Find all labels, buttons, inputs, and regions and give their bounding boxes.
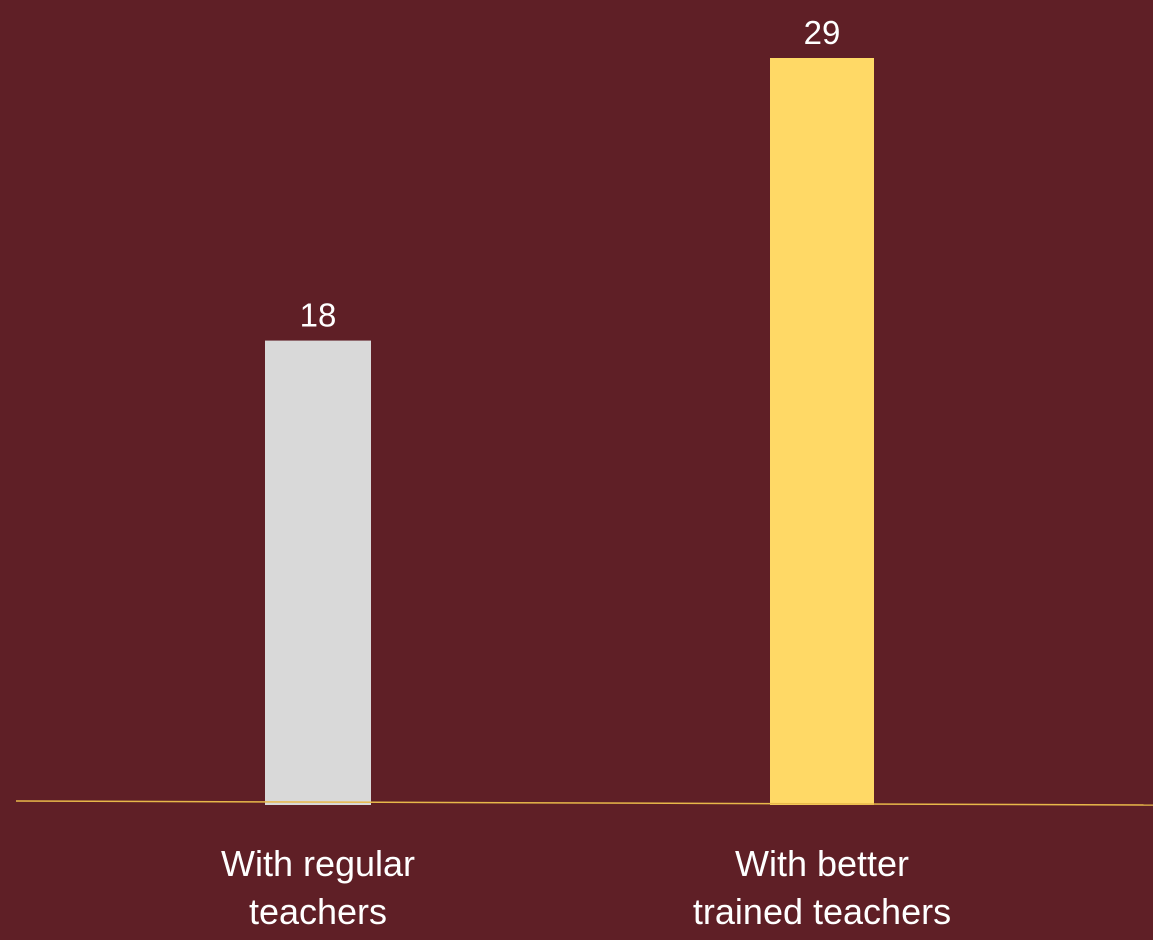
data-label-2: 29: [804, 14, 841, 51]
bar-1: [265, 340, 371, 805]
x-axis-line: [15, 800, 1153, 806]
category-label-1-line-1: With regular: [221, 843, 415, 884]
bar-2: [770, 58, 874, 805]
category-label-2-line-1: With better: [735, 843, 909, 884]
labels-layer: 18 With regular teachers 29 With better train…: [221, 14, 951, 932]
bars-layer: [265, 58, 874, 805]
data-label-1: 18: [300, 297, 337, 334]
category-label-2-line-2: trained teachers: [693, 891, 951, 932]
category-label-1-line-2: teachers: [249, 891, 387, 932]
